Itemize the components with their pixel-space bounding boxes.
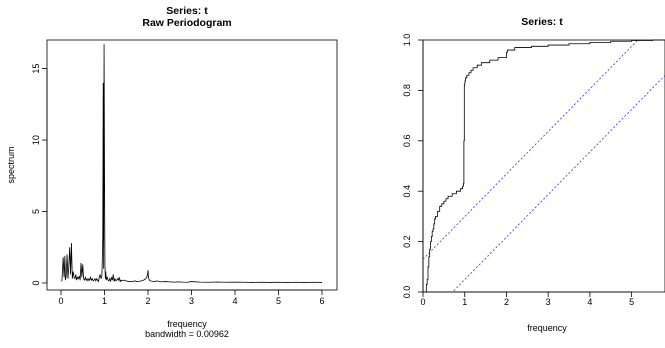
- chart-subtitle: Raw Periodogram: [142, 17, 231, 29]
- series-line: [423, 39, 665, 293]
- confidence-bands: [423, 40, 665, 292]
- periodogram-panel: Series: t Raw Periodogram 0 1 2 3 4 5 6 0 5 10 15…: [6, 5, 338, 339]
- plot-frame: [422, 39, 665, 293]
- x-tick-label: 4: [587, 297, 592, 307]
- cumulative-periodogram-panel: Series: t 0 1 2 3 4 5 0.0 0.2 0.4 0.6 0.8 1.0 freq…: [402, 16, 665, 333]
- x-tick-label: 5: [629, 297, 634, 307]
- x-tick-label: 3: [546, 297, 551, 307]
- x-tick-label: 0: [58, 296, 63, 306]
- x-tick-label: 6: [319, 296, 324, 306]
- x-axis: 0 1 2 3 4 5: [420, 291, 634, 307]
- x-axis: 0 1 2 3 4 5 6: [58, 289, 325, 306]
- y-tick-label: 0.0: [402, 286, 412, 299]
- y-axis-label: spectrum: [6, 146, 16, 183]
- x-tick-label: 4: [232, 296, 237, 306]
- x-tick-label: 3: [189, 296, 194, 306]
- series-line: [61, 44, 323, 283]
- plot-frame: [46, 39, 338, 291]
- chart-title: Series: t: [166, 5, 208, 17]
- series-group: [423, 39, 665, 293]
- x-tick-label: 2: [145, 296, 150, 306]
- x-axis-sublabel: bandwidth = 0.00962: [145, 329, 229, 339]
- y-tick-label: 0.6: [402, 135, 412, 148]
- y-tick-label: 10: [31, 135, 41, 145]
- confidence-band-line: [423, 40, 639, 260]
- x-tick-label: 0: [420, 297, 425, 307]
- x-tick-label: 2: [504, 297, 509, 307]
- y-tick-label: 1.0: [402, 34, 412, 47]
- y-tick-label: 0: [31, 280, 41, 285]
- y-tick-label: 15: [31, 64, 41, 74]
- x-tick-label: 1: [102, 296, 107, 306]
- x-tick-label: 5: [276, 296, 281, 306]
- x-axis-label: frequency: [167, 319, 207, 329]
- y-tick-label: 5: [31, 209, 41, 214]
- confidence-band-line: [452, 75, 665, 292]
- y-axis: 0.0 0.2 0.4 0.6 0.8 1.0: [402, 34, 424, 299]
- series-group: [61, 44, 323, 283]
- y-tick-label: 0.2: [402, 235, 412, 248]
- y-axis: 0 5 10 15: [31, 64, 48, 286]
- y-tick-label: 0.8: [402, 84, 412, 97]
- chart-title: Series: t: [521, 16, 563, 28]
- x-axis-label: frequency: [527, 323, 567, 333]
- y-tick-label: 0.4: [402, 185, 412, 198]
- x-tick-label: 1: [462, 297, 467, 307]
